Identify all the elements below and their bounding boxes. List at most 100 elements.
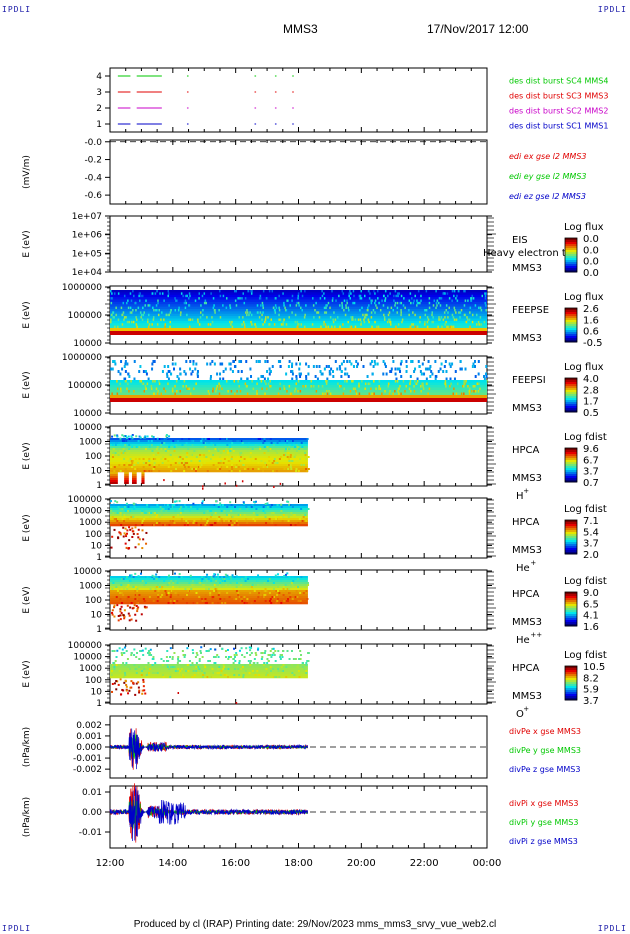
feepse-panel-cell: [411, 297, 413, 300]
hpca-h-panel-cell: [158, 464, 161, 466]
hpca-o-panel-colorbar-swatch: [565, 666, 577, 669]
feepsi-panel-cell: [473, 385, 475, 388]
feepse-panel-spacecraft-label: MMS3: [512, 333, 542, 344]
hpca-he-panel-cell: [165, 504, 168, 506]
hpca-he-panel-cell: [170, 506, 173, 508]
hpca-o-panel-cell: [232, 658, 235, 660]
feepsi-panel-cell: [402, 380, 405, 383]
feepsi-panel-cell: [350, 380, 353, 383]
hpca-he2-panel-cell: [277, 598, 280, 600]
feepse-panel-cell: [174, 297, 176, 300]
hpca-o-panel-hot-spot: [123, 681, 126, 684]
hpca-o-panel-cell: [142, 654, 145, 656]
feepse-panel-cell: [417, 290, 420, 293]
hpca-he-panel-colorbar-tick: 5.4: [583, 527, 599, 538]
feepse-panel-cell: [458, 311, 460, 315]
hpca-he2-panel-cell: [297, 578, 300, 580]
feepsi-panel-cell: [289, 392, 292, 396]
hpca-he2-panel-cell: [192, 602, 195, 604]
feepsi-panel-cell: [459, 367, 462, 371]
feepsi-panel-cell: [370, 387, 372, 391]
feepse-panel-cell: [315, 301, 317, 305]
feepsi-panel-cell: [374, 362, 377, 366]
feepse-panel-cell: [383, 318, 386, 322]
hpca-h-panel-cell: [189, 454, 192, 456]
hpca-he2-panel-cell: [126, 586, 129, 588]
hpca-he-panel-cell: [117, 506, 120, 508]
feepsi-panel-cell: [256, 382, 258, 386]
hpca-h-panel-hot-spot: [224, 482, 226, 485]
feepse-panel-cell: [135, 309, 137, 312]
hpca-h-panel-cell: [167, 460, 170, 462]
hpca-o-panel-cell: [150, 654, 153, 656]
hpca-he-panel-hot-spot: [124, 533, 127, 536]
hpca-o-panel-cell: [274, 676, 277, 678]
feepsi-panel-cell: [440, 362, 443, 366]
hpca-o-panel-cell: [176, 662, 179, 664]
feepsi-panel-cell: [174, 392, 176, 396]
hpca-o-panel-cell: [135, 656, 138, 658]
hpca-h-panel-cell: [304, 448, 307, 450]
hpca-h-panel-cell: [296, 460, 299, 462]
feepse-panel-cell: [274, 311, 277, 315]
eis-panel-spacecraft-label: MMS3: [512, 263, 542, 274]
feepse-panel-cell: [348, 294, 350, 298]
hpca-h-panel-cell: [226, 456, 229, 458]
hpca-o-panel-cell: [207, 660, 210, 662]
feepsi-panel-cell: [267, 377, 270, 381]
hpca-h-panel-cell: [291, 440, 294, 442]
hpca-o-panel-cell: [237, 668, 240, 670]
hpca-h-panel-cell: [164, 446, 167, 448]
hpca-he2-panel-cell: [167, 602, 170, 604]
hpca-h-panel-cell: [126, 452, 129, 454]
feepsi-panel-cell: [117, 370, 120, 373]
feepse-panel-cell: [129, 292, 132, 296]
feepse-panel-cell: [282, 320, 285, 324]
feepse-panel-cell: [445, 309, 447, 312]
feepsi-panel-cell: [422, 382, 424, 386]
feepsi-panel-cell: [355, 390, 357, 393]
hpca-he2-panel-cell: [250, 602, 253, 604]
hpca-o-panel-hot-spot: [113, 682, 116, 685]
hpca-o-panel-cell: [297, 670, 300, 672]
feepse-panel-cell: [132, 290, 134, 293]
hpca-he-panel-cell: [255, 512, 258, 514]
hpca-o-panel-cell: [238, 674, 241, 676]
hpca-he2-panel-cell: [283, 600, 286, 602]
hpca-o-panel-cell: [165, 656, 168, 658]
hpca-he-panel-cell: [134, 524, 137, 526]
feepsi-panel-cell: [328, 370, 331, 373]
hpca-o-panel-cell: [142, 674, 145, 676]
hpca-o-panel-cell: [214, 656, 217, 658]
hpca-he-panel-cell: [165, 510, 168, 512]
feepsi-panel-cell: [237, 380, 239, 383]
feepsi-panel-cell: [451, 362, 454, 366]
hpca-he-panel-band: [110, 514, 308, 517]
feepse-panel-cell: [314, 309, 316, 312]
hpca-o-panel-cell: [123, 652, 126, 654]
feepse-panel-cell: [319, 297, 322, 300]
feepsi-panel-cell: [478, 382, 480, 386]
hpca-o-panel-cell: [260, 652, 263, 654]
feepsi-panel-cell: [208, 392, 211, 396]
divpi-panel-ytick-label: 0.00: [82, 808, 102, 818]
hpca-he-panel-band: [110, 504, 308, 507]
hpca-he2-panel-cell: [169, 596, 172, 598]
hpca-h-panel-noise: [144, 436, 147, 439]
hpca-h-panel-cell: [217, 462, 220, 464]
hpca-he2-panel-cell: [119, 592, 122, 594]
feepsi-panel-cell: [356, 362, 359, 366]
hpca-he2-panel-hot-spot: [117, 619, 120, 622]
feepse-panel-cell: [354, 318, 357, 322]
hpca-o-panel-cell: [130, 652, 133, 654]
hpca-h-panel-cell: [175, 444, 178, 446]
hpca-he-panel-cell: [181, 516, 184, 518]
feepse-panel-cell: [348, 292, 350, 296]
feepse-panel-instrument-label: FEEPSE: [512, 305, 549, 316]
feepsi-panel-cell: [161, 370, 164, 373]
hpca-o-panel-species-charge: +: [523, 705, 529, 713]
footer-credit: Produced by cl (IRAP) Printing date: 29/…: [133, 919, 497, 930]
hpca-he-panel-cell: [127, 506, 130, 508]
hpca-he2-panel-cell: [240, 600, 243, 602]
